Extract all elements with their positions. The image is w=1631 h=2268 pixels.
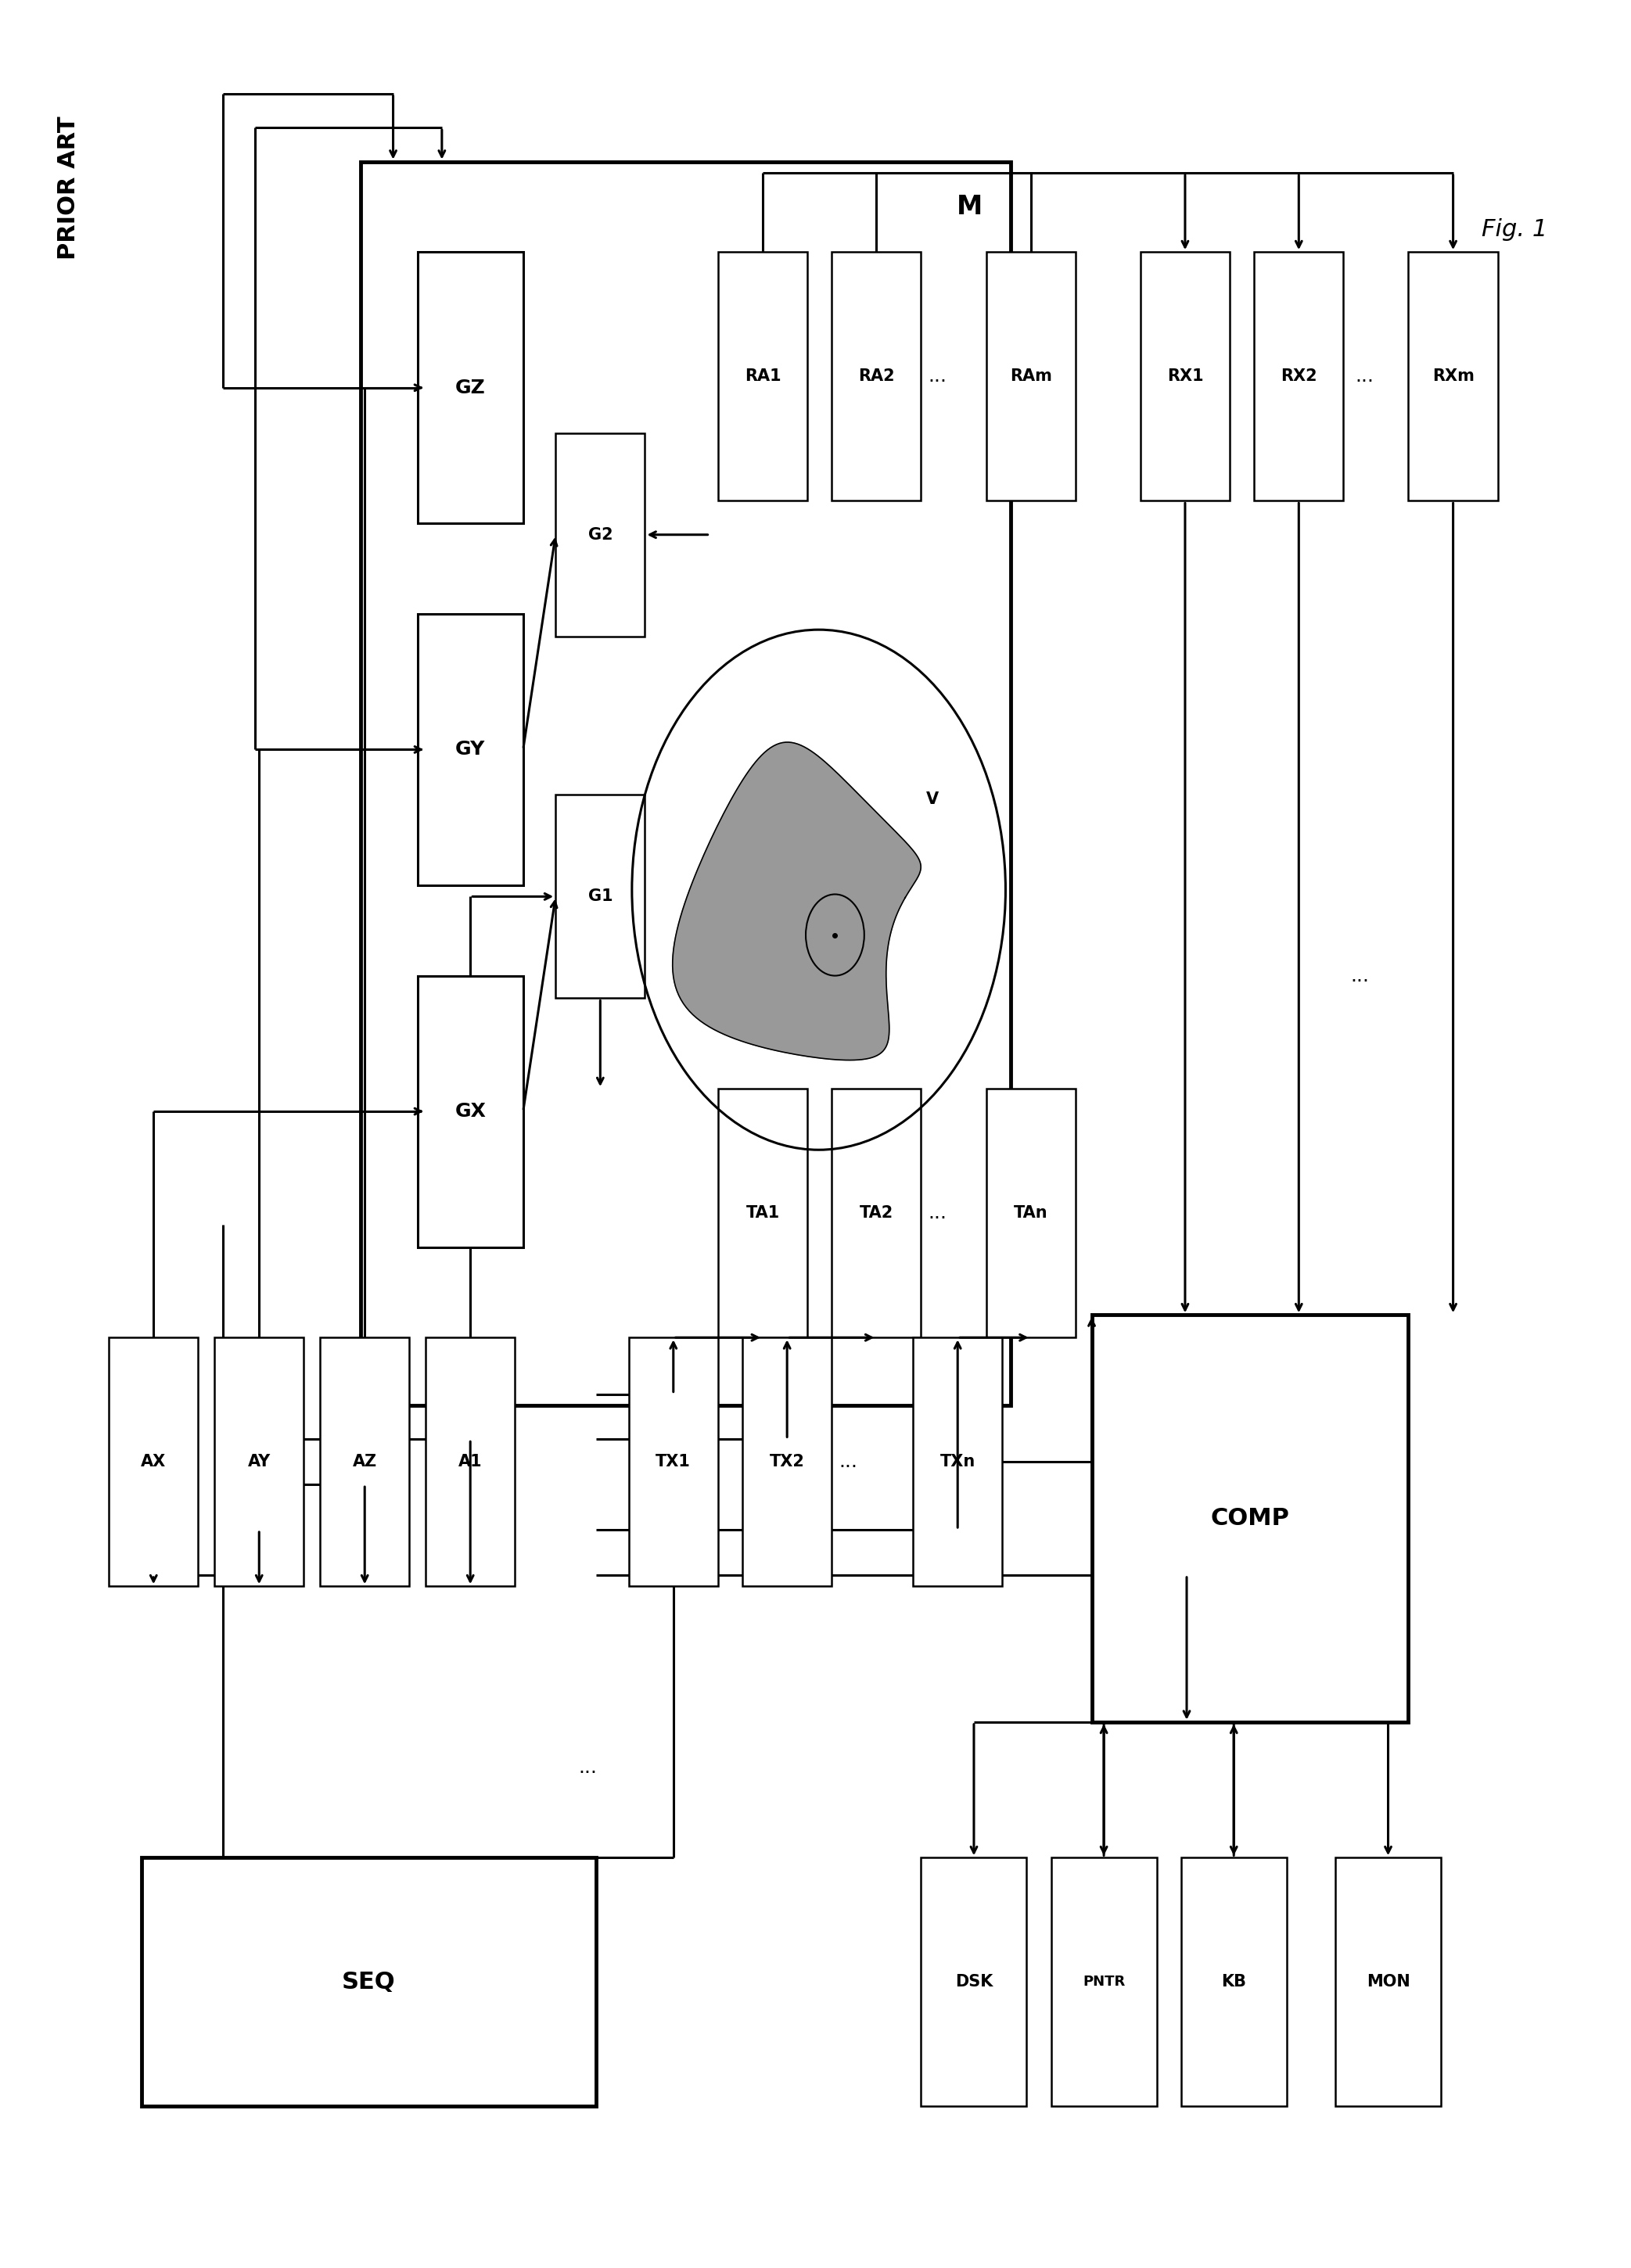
FancyBboxPatch shape: [556, 794, 644, 998]
Text: TAn: TAn: [1014, 1204, 1047, 1220]
FancyBboxPatch shape: [426, 1338, 515, 1585]
Polygon shape: [672, 742, 922, 1059]
Text: RA1: RA1: [744, 370, 781, 383]
Text: ...: ...: [1350, 966, 1368, 984]
FancyBboxPatch shape: [913, 1338, 1003, 1585]
Text: G1: G1: [587, 889, 613, 905]
Text: AZ: AZ: [352, 1454, 377, 1470]
Text: A1: A1: [458, 1454, 483, 1470]
Text: COMP: COMP: [1210, 1508, 1290, 1531]
Text: ...: ...: [1355, 367, 1373, 386]
FancyBboxPatch shape: [987, 252, 1075, 501]
Text: RX1: RX1: [1166, 370, 1204, 383]
FancyBboxPatch shape: [418, 975, 524, 1247]
FancyBboxPatch shape: [142, 1857, 597, 2107]
Text: AY: AY: [248, 1454, 271, 1470]
Text: ...: ...: [928, 1204, 946, 1222]
Text: RAm: RAm: [1010, 370, 1052, 383]
Text: ...: ...: [928, 367, 946, 386]
Text: V: V: [926, 792, 939, 807]
FancyBboxPatch shape: [718, 252, 807, 501]
FancyBboxPatch shape: [1181, 1857, 1287, 2107]
FancyBboxPatch shape: [742, 1338, 832, 1585]
Text: TX1: TX1: [656, 1454, 692, 1470]
FancyBboxPatch shape: [214, 1338, 303, 1585]
Text: G2: G2: [587, 526, 613, 542]
FancyBboxPatch shape: [1336, 1857, 1440, 2107]
Text: PNTR: PNTR: [1083, 1975, 1125, 1989]
Text: GX: GX: [455, 1102, 486, 1120]
FancyBboxPatch shape: [360, 161, 1011, 1406]
Text: DSK: DSK: [956, 1973, 993, 1989]
Text: MON: MON: [1367, 1973, 1409, 1989]
Text: ...: ...: [838, 1452, 858, 1472]
FancyBboxPatch shape: [556, 433, 644, 637]
Text: TA1: TA1: [745, 1204, 780, 1220]
Text: AX: AX: [140, 1454, 166, 1470]
Text: Fig. 1: Fig. 1: [1481, 218, 1548, 240]
FancyBboxPatch shape: [987, 1089, 1075, 1338]
Text: PRIOR ART: PRIOR ART: [57, 116, 80, 261]
FancyBboxPatch shape: [832, 252, 922, 501]
FancyBboxPatch shape: [109, 1338, 199, 1585]
Text: TX2: TX2: [770, 1454, 804, 1470]
Text: RA2: RA2: [858, 370, 895, 383]
Text: TXn: TXn: [939, 1454, 975, 1470]
FancyBboxPatch shape: [718, 1089, 807, 1338]
FancyBboxPatch shape: [418, 252, 524, 524]
Text: GZ: GZ: [455, 379, 486, 397]
FancyBboxPatch shape: [832, 1089, 922, 1338]
FancyBboxPatch shape: [320, 1338, 409, 1585]
Text: ...: ...: [579, 1758, 597, 1776]
Text: SEQ: SEQ: [343, 1971, 396, 1994]
FancyBboxPatch shape: [1409, 252, 1497, 501]
Text: RX2: RX2: [1280, 370, 1316, 383]
FancyBboxPatch shape: [1050, 1857, 1156, 2107]
FancyBboxPatch shape: [418, 615, 524, 885]
FancyBboxPatch shape: [922, 1857, 1026, 2107]
Text: TA2: TA2: [860, 1204, 894, 1220]
Text: KB: KB: [1222, 1973, 1246, 1989]
FancyBboxPatch shape: [1140, 252, 1230, 501]
Text: M: M: [957, 193, 983, 220]
Text: RXm: RXm: [1432, 370, 1474, 383]
FancyBboxPatch shape: [1254, 252, 1344, 501]
FancyBboxPatch shape: [1091, 1315, 1409, 1721]
FancyBboxPatch shape: [628, 1338, 718, 1585]
Text: GY: GY: [455, 739, 486, 760]
